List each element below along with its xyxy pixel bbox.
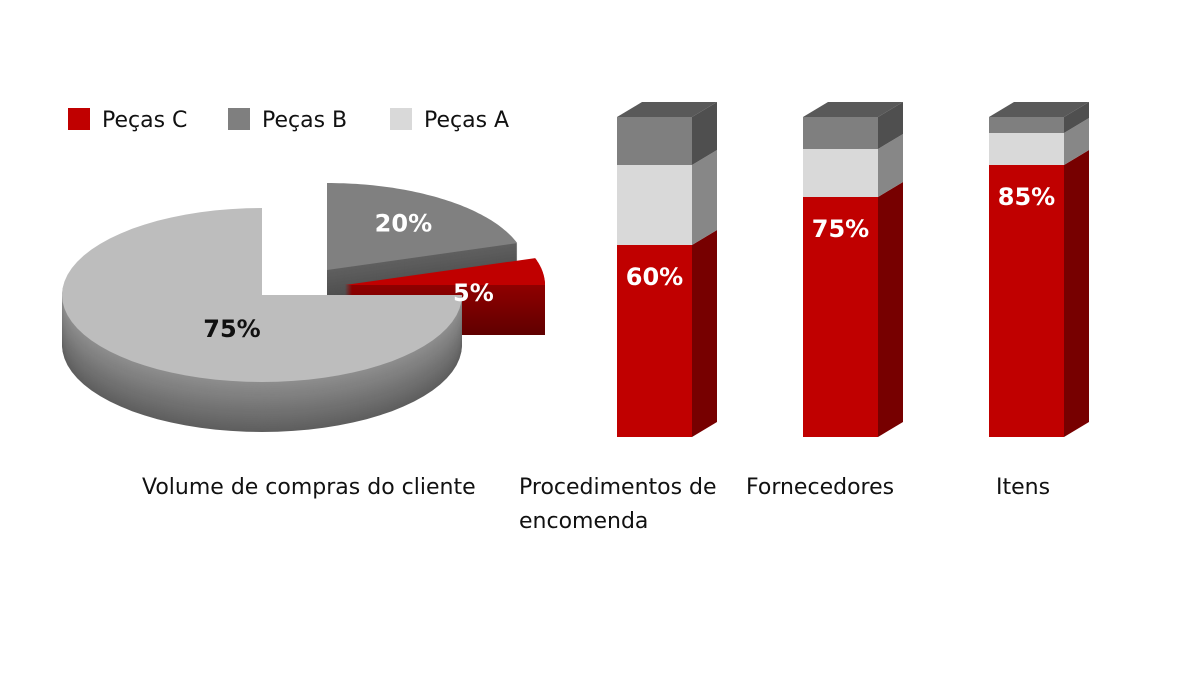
legend-swatch xyxy=(228,108,250,130)
legend-label: Peças B xyxy=(262,108,347,133)
legend-label: Peças C xyxy=(102,108,187,133)
pie-slice xyxy=(327,183,518,270)
data-label: 85% xyxy=(998,183,1055,211)
x-tick-label: Fornecedores xyxy=(746,475,895,500)
legend-label: Peças A xyxy=(424,108,509,133)
data-label: 75% xyxy=(203,315,260,343)
bar-top xyxy=(989,102,1089,117)
bar-segment xyxy=(989,165,1064,437)
data-label: 5% xyxy=(453,279,494,307)
bar-side xyxy=(878,134,903,197)
bar-side xyxy=(1064,118,1089,165)
x-tick-label: Procedimentos de encomenda xyxy=(519,475,717,534)
bar-side xyxy=(692,230,717,437)
pie-slice xyxy=(62,208,462,382)
data-label: 75% xyxy=(812,215,869,243)
bar-segment xyxy=(617,117,692,165)
legend-swatch xyxy=(68,108,90,130)
bar-segment xyxy=(803,197,878,437)
bar-side xyxy=(1064,102,1089,133)
x-tick-label: Itens xyxy=(996,475,1051,500)
bar-top xyxy=(617,102,717,117)
legend-swatch xyxy=(390,108,412,130)
bar-segment xyxy=(617,165,692,245)
data-label: 60% xyxy=(626,263,683,291)
bar-segment xyxy=(989,117,1064,133)
pie-label: Volume de compras do cliente xyxy=(142,475,476,500)
bar-side xyxy=(878,182,903,437)
data-label: 20% xyxy=(375,209,432,237)
bar-segment xyxy=(803,117,878,149)
bar-segment xyxy=(989,133,1064,165)
bar-side xyxy=(1064,150,1089,437)
bar-side xyxy=(692,102,717,165)
bar-segment xyxy=(617,245,692,437)
bar-side xyxy=(692,150,717,245)
pie-slice xyxy=(345,258,545,285)
bar-side xyxy=(878,102,903,149)
bar-top xyxy=(803,102,903,117)
bar-segment xyxy=(803,149,878,197)
